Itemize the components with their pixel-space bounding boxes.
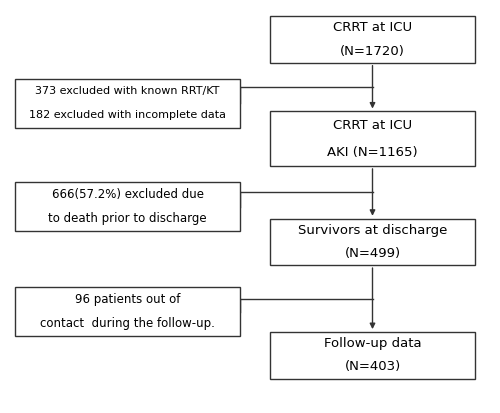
Text: AKI (N=1165): AKI (N=1165) — [327, 146, 418, 159]
Bar — [270, 16, 476, 63]
Text: 182 excluded with incomplete data: 182 excluded with incomplete data — [29, 110, 226, 121]
Bar — [15, 182, 240, 231]
Text: Follow-up data: Follow-up data — [324, 337, 422, 350]
Bar — [270, 112, 476, 166]
Text: to death prior to discharge: to death prior to discharge — [48, 212, 207, 225]
Text: CRRT at ICU: CRRT at ICU — [333, 119, 412, 132]
Bar — [15, 79, 240, 128]
Text: (N=499): (N=499) — [344, 247, 401, 260]
Text: 373 excluded with known RRT/KT: 373 excluded with known RRT/KT — [36, 86, 220, 96]
Text: (N=403): (N=403) — [344, 361, 401, 373]
Text: CRRT at ICU: CRRT at ICU — [333, 21, 412, 34]
Text: 666(57.2%) excluded due: 666(57.2%) excluded due — [52, 188, 204, 201]
Text: contact  during the follow-up.: contact during the follow-up. — [40, 317, 215, 330]
Text: Survivors at discharge: Survivors at discharge — [298, 224, 447, 237]
Text: (N=1720): (N=1720) — [340, 45, 405, 58]
Bar — [15, 287, 240, 336]
Text: 96 patients out of: 96 patients out of — [75, 293, 180, 306]
Bar — [270, 332, 476, 378]
Bar — [270, 218, 476, 265]
